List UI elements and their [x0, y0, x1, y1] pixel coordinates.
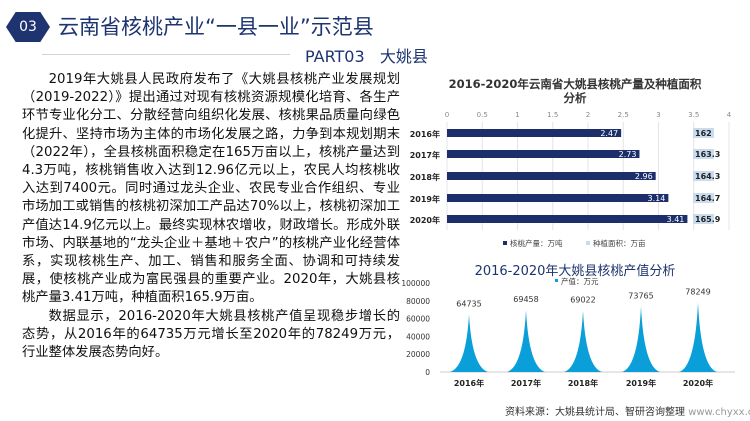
- area-value-box: [693, 193, 714, 203]
- value-label: 69458: [513, 295, 538, 304]
- production-bar: [447, 194, 669, 202]
- y-tick-label: 100000: [401, 279, 430, 288]
- x-tick-label: 4: [727, 111, 732, 119]
- x-category-label: 2016年: [454, 378, 484, 388]
- legend-area: 种植面积：万亩: [593, 238, 646, 248]
- x-tick-label: 1: [515, 111, 519, 119]
- y-category-label: 2017年: [410, 150, 440, 160]
- part-number: PART03: [305, 47, 365, 66]
- y-tick-label: 40000: [406, 332, 430, 341]
- value-label: 64735: [456, 299, 481, 308]
- production-bar: [447, 150, 640, 158]
- production-area-chart: 2016-2020年云南省大姚县核桃产量及种植面积 分析 0 0.5 1 1.5 2 2.…: [410, 77, 732, 248]
- title-divider: [42, 54, 290, 55]
- value-spike: [622, 306, 660, 372]
- production-value-label: 2.47: [600, 129, 618, 138]
- production-value-label: 2.73: [619, 150, 637, 159]
- x-tick-label: 1.5: [547, 111, 558, 119]
- page-title: 云南省核桃产业“一县一业”示范县: [58, 15, 374, 39]
- value-label: 69022: [570, 296, 595, 305]
- x-category-label: 2018年: [568, 378, 598, 388]
- chart-title-line2: 分析: [564, 91, 587, 105]
- part-label: PART03 大姚县: [305, 43, 428, 67]
- legend-swatch-area: [586, 241, 590, 245]
- area-value-box: [693, 128, 714, 138]
- value-spike: [679, 302, 717, 372]
- area-value-label: 164.7: [695, 194, 720, 203]
- x-category-label: 2019年: [626, 378, 656, 388]
- value-label: 73765: [628, 291, 653, 300]
- area-value-box: [693, 171, 714, 181]
- area-value-label: 162: [695, 129, 712, 138]
- production-value-label: 3.41: [667, 215, 685, 224]
- y-tick-label: 60000: [406, 315, 430, 324]
- x-tick-label: 0.5: [477, 111, 488, 119]
- body-text: 2019年大姚县人民政府发布了《大姚县核桃产业发展规划（2019-2022）》提…: [22, 71, 400, 362]
- source-text: 资料来源：大姚县统计局、智研咨询整理: [505, 407, 685, 418]
- area-value-label: 164.3: [695, 172, 720, 181]
- county-name: 大姚县: [379, 47, 428, 66]
- y-category-label: 2018年: [410, 172, 440, 182]
- x-category-label: 2020年: [683, 378, 713, 388]
- x-tick-label: 2: [586, 111, 590, 119]
- value-spike: [507, 310, 545, 372]
- legend-swatch: [555, 279, 558, 282]
- area-value-box: [693, 149, 714, 159]
- production-value-label: 3.14: [648, 194, 666, 203]
- area-value-label: 163.3: [695, 150, 720, 159]
- chart-title: 2016-2020年大姚县核桃产值分析: [475, 263, 676, 279]
- production-bar: [447, 215, 688, 223]
- source-note: 资料来源：大姚县统计局、智研咨询整理 www.chyxx.com: [505, 403, 750, 418]
- y-category-label: 2020年: [410, 215, 440, 225]
- production-bar: [447, 172, 656, 180]
- paragraph: 2019年大姚县人民政府发布了《大姚县核桃产业发展规划（2019-2022）》提…: [22, 72, 400, 306]
- legend-label: 产值：万元: [561, 276, 599, 286]
- website-text: www.chyxx.com: [688, 407, 750, 418]
- value-spike: [564, 310, 602, 372]
- x-tick-label: 3: [656, 111, 660, 119]
- value-spike: [450, 314, 488, 372]
- paragraph: 数据显示，2016-2020年大姚县核桃产值呈现稳步增长的态势，从2016年的6…: [22, 308, 400, 361]
- chart-title: 2016-2020年云南省大姚县核桃产量及种植面积: [449, 77, 702, 91]
- y-tick-label: 20000: [406, 350, 430, 359]
- y-category-label: 2019年: [410, 194, 440, 204]
- section-number-badge: 03: [6, 12, 50, 42]
- output-value-chart: 2016-2020年大姚县核桃产值分析 0 20000 40000 60000 8000…: [401, 263, 735, 388]
- legend-production: 核桃产量：万吨: [510, 238, 563, 248]
- area-value-box: [693, 214, 714, 224]
- y-tick-label: 0: [425, 368, 430, 377]
- y-category-label: 2016年: [410, 129, 440, 139]
- x-tick-label: 2.5: [618, 111, 629, 119]
- production-bar: [447, 129, 622, 137]
- value-label: 78249: [685, 287, 710, 296]
- area-value-label: 165.9: [695, 215, 721, 224]
- legend-swatch-production: [503, 241, 507, 245]
- x-tick-label: 0: [445, 111, 449, 119]
- x-category-label: 2017年: [511, 378, 541, 388]
- x-tick-label: 3.5: [688, 111, 699, 119]
- y-tick-label: 80000: [406, 297, 430, 306]
- production-value-label: 2.96: [635, 172, 653, 181]
